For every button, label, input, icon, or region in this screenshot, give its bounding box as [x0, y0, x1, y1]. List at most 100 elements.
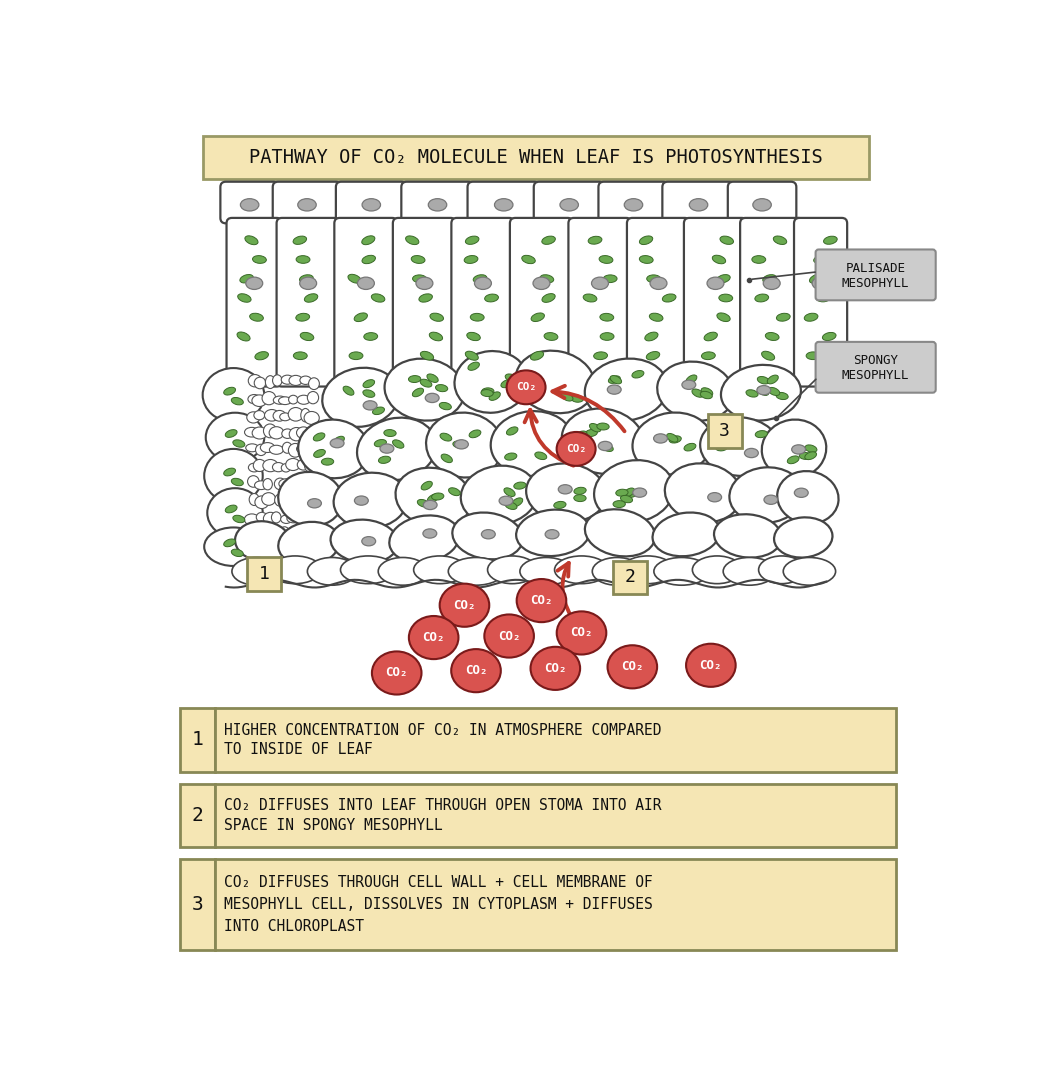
Ellipse shape: [273, 375, 282, 386]
Ellipse shape: [468, 362, 479, 371]
Ellipse shape: [432, 493, 444, 500]
Ellipse shape: [287, 514, 300, 523]
Ellipse shape: [304, 494, 319, 502]
Ellipse shape: [632, 371, 644, 378]
Ellipse shape: [499, 496, 513, 506]
Ellipse shape: [263, 479, 272, 489]
Ellipse shape: [257, 531, 269, 540]
Ellipse shape: [297, 512, 306, 525]
Ellipse shape: [601, 444, 613, 452]
FancyBboxPatch shape: [215, 708, 895, 772]
Ellipse shape: [761, 351, 775, 360]
Text: CO₂ DIFFUSES INTO LEAF THROUGH OPEN STOMA INTO AIR: CO₂ DIFFUSES INTO LEAF THROUGH OPEN STOM…: [224, 799, 662, 813]
Ellipse shape: [686, 375, 697, 384]
Ellipse shape: [516, 350, 595, 413]
Text: PALISADE
MESOPHYLL: PALISADE MESOPHYLL: [842, 262, 909, 290]
Ellipse shape: [289, 529, 303, 540]
Ellipse shape: [293, 236, 306, 245]
FancyBboxPatch shape: [215, 859, 895, 950]
Ellipse shape: [608, 385, 621, 395]
Ellipse shape: [491, 411, 574, 476]
Ellipse shape: [380, 444, 394, 453]
Ellipse shape: [465, 236, 479, 245]
Ellipse shape: [379, 456, 390, 464]
Ellipse shape: [481, 388, 494, 395]
Ellipse shape: [757, 386, 771, 395]
Ellipse shape: [422, 482, 432, 490]
Ellipse shape: [231, 549, 244, 556]
Ellipse shape: [279, 413, 291, 420]
Ellipse shape: [423, 529, 437, 538]
FancyBboxPatch shape: [708, 414, 742, 448]
Ellipse shape: [427, 374, 438, 383]
Ellipse shape: [657, 361, 733, 420]
Ellipse shape: [291, 495, 301, 509]
Ellipse shape: [289, 375, 302, 386]
FancyBboxPatch shape: [276, 218, 340, 387]
Ellipse shape: [233, 440, 245, 447]
Ellipse shape: [278, 497, 293, 508]
Ellipse shape: [514, 482, 526, 489]
Ellipse shape: [560, 198, 578, 211]
FancyBboxPatch shape: [627, 218, 690, 387]
Ellipse shape: [362, 537, 376, 545]
FancyBboxPatch shape: [247, 557, 281, 592]
Ellipse shape: [363, 401, 377, 410]
Ellipse shape: [362, 236, 374, 245]
FancyBboxPatch shape: [215, 784, 895, 847]
Ellipse shape: [452, 512, 523, 559]
Ellipse shape: [616, 489, 628, 496]
Ellipse shape: [273, 411, 286, 421]
Text: SPONGY
MESOPHYLL: SPONGY MESOPHYLL: [842, 354, 909, 382]
Ellipse shape: [412, 275, 427, 282]
Ellipse shape: [505, 374, 517, 382]
Ellipse shape: [293, 351, 308, 360]
Ellipse shape: [304, 412, 319, 425]
Ellipse shape: [805, 445, 817, 453]
Ellipse shape: [256, 512, 268, 522]
Ellipse shape: [252, 427, 267, 439]
Ellipse shape: [355, 313, 367, 321]
Ellipse shape: [231, 398, 244, 405]
Ellipse shape: [717, 275, 730, 282]
Ellipse shape: [715, 444, 728, 451]
Ellipse shape: [439, 583, 490, 626]
Ellipse shape: [384, 429, 396, 437]
Ellipse shape: [235, 522, 291, 562]
FancyBboxPatch shape: [335, 218, 397, 387]
Ellipse shape: [763, 275, 776, 282]
Ellipse shape: [263, 391, 276, 404]
Ellipse shape: [449, 557, 504, 585]
Ellipse shape: [280, 515, 292, 524]
Ellipse shape: [281, 464, 291, 472]
Ellipse shape: [247, 412, 260, 423]
Ellipse shape: [816, 294, 829, 302]
Ellipse shape: [300, 376, 312, 385]
Text: CO₂: CO₂: [423, 631, 445, 644]
Ellipse shape: [621, 556, 674, 583]
Ellipse shape: [272, 512, 281, 523]
Ellipse shape: [590, 424, 600, 432]
Ellipse shape: [646, 351, 660, 360]
Ellipse shape: [471, 314, 484, 321]
Ellipse shape: [301, 409, 310, 421]
Ellipse shape: [526, 464, 606, 522]
Ellipse shape: [246, 277, 263, 290]
Ellipse shape: [719, 294, 732, 302]
Ellipse shape: [506, 371, 546, 404]
Ellipse shape: [252, 395, 267, 406]
Ellipse shape: [449, 487, 460, 496]
FancyBboxPatch shape: [180, 859, 215, 950]
Ellipse shape: [232, 557, 281, 585]
Ellipse shape: [297, 396, 311, 404]
FancyBboxPatch shape: [568, 218, 632, 387]
Ellipse shape: [439, 402, 452, 410]
Ellipse shape: [374, 440, 386, 446]
Ellipse shape: [704, 332, 718, 341]
Ellipse shape: [504, 453, 517, 460]
Ellipse shape: [270, 445, 283, 454]
Ellipse shape: [654, 557, 709, 585]
Ellipse shape: [308, 499, 321, 508]
Ellipse shape: [272, 529, 281, 540]
Ellipse shape: [385, 359, 464, 420]
